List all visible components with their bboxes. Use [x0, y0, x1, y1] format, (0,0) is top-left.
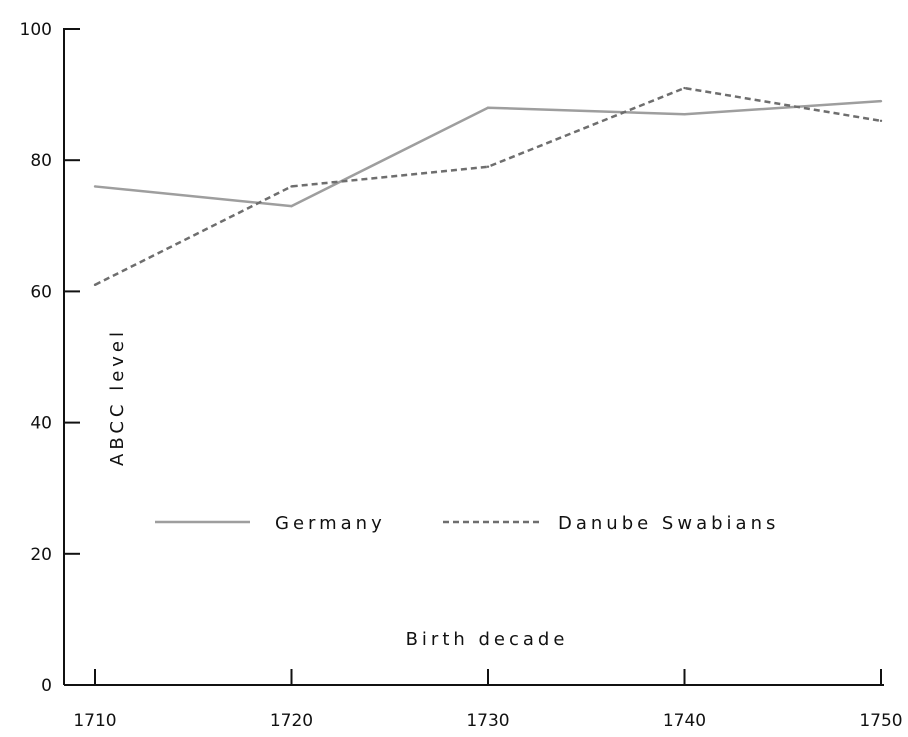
y-tick-label: 20 [30, 545, 52, 565]
y-tick-label: 100 [20, 20, 52, 40]
data-point-germany [879, 99, 883, 103]
series-line-germany [94, 99, 882, 208]
series-line-danube-swabians [94, 86, 882, 286]
y-tick-label: 0 [41, 676, 52, 696]
y-axis-title: ABCC level [107, 328, 128, 466]
data-point-danube-swabians [683, 86, 686, 90]
legend: Germany Danube Swabians [155, 513, 779, 534]
legend-label-germany: Germany [275, 513, 386, 534]
x-tick-label: 1740 [663, 711, 706, 731]
x-tick-label: 1750 [859, 711, 902, 731]
data-point-germany [93, 185, 97, 188]
data-point-germany [683, 113, 686, 116]
x-tick-label: 1720 [270, 711, 313, 731]
data-point-danube-swabians [93, 283, 97, 287]
y-tick-label: 80 [30, 151, 52, 171]
series-lines [93, 86, 883, 287]
data-point-germany [486, 106, 490, 109]
axis-titles: ABCC level Birth decade [107, 328, 569, 650]
x-tick-label: 1710 [73, 711, 116, 731]
x-axis-title: Birth decade [406, 629, 569, 650]
x-tick-label: 1730 [466, 711, 509, 731]
legend-label-danube-swabians: Danube Swabians [558, 513, 779, 534]
data-point-danube-swabians [879, 119, 883, 123]
y-tick-label: 60 [30, 282, 52, 302]
data-point-germany [290, 204, 293, 208]
axes: 0 20 40 60 80 100 1710 1720 1730 1740 1750 [20, 20, 903, 731]
data-point-danube-swabians [290, 185, 293, 188]
y-tick-label: 40 [30, 414, 52, 434]
data-point-danube-swabians [486, 165, 490, 168]
